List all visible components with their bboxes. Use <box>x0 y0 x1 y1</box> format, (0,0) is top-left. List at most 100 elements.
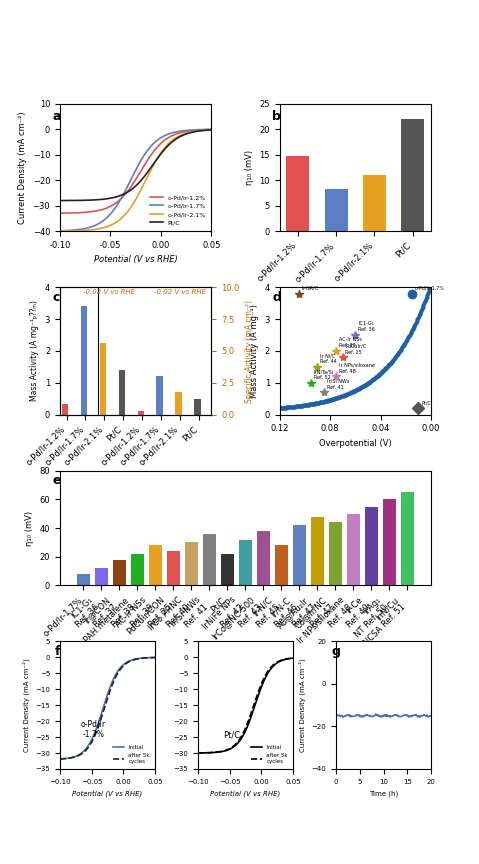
o-Pd/Ir-1.7% <box>195 124 201 135</box>
Bar <box>203 534 216 586</box>
Initial <box>75 750 80 760</box>
o-Pd/Ir-2.1% <box>85 225 91 235</box>
Line: after 5k
cycles: after 5k cycles <box>60 658 155 759</box>
Bar <box>194 399 201 415</box>
o-Pd/Ir-1.7% <box>57 226 63 236</box>
Bar <box>347 514 360 586</box>
o-Pd/Ir-2.1% <box>195 125 201 136</box>
Text: AC-Ir NSs
Ref. 39: AC-Ir NSs Ref. 39 <box>339 337 362 348</box>
Bar <box>167 551 180 586</box>
Pt/C <box>201 125 206 136</box>
after 5k
cycles <box>285 653 291 664</box>
Initial <box>285 653 291 664</box>
Initial <box>199 747 205 758</box>
o-Pd/Ir-1.7% <box>201 124 206 135</box>
Text: IrNiTa/Si
Ref. 52: IrNiTa/Si Ref. 52 <box>314 369 334 380</box>
Y-axis label: η₁₀ (mV): η₁₀ (mV) <box>245 149 254 185</box>
Initial <box>57 753 63 764</box>
Legend: o-Pd/Ir-1.2%, o-Pd/Ir-1.7%, o-Pd/Ir-2.1%, Pt/C: o-Pd/Ir-1.2%, o-Pd/Ir-1.7%, o-Pd/Ir-2.1%… <box>148 192 208 228</box>
o-Pd/Ir-1.7% <box>66 226 72 236</box>
Text: Pt/C: Pt/C <box>421 401 431 405</box>
after 5k
cycles <box>195 747 201 758</box>
Text: Ir NPs/siloxane
Ref. 48: Ir NPs/siloxane Ref. 48 <box>339 363 375 373</box>
Text: PdCuIr/C
Ref. 25: PdCuIr/C Ref. 25 <box>345 344 366 354</box>
Initial <box>201 747 206 758</box>
Pt/C <box>85 195 91 206</box>
Y-axis label: Current Density (mA cm⁻²): Current Density (mA cm⁻²) <box>22 658 30 752</box>
Bar <box>95 569 108 586</box>
Bar <box>77 574 90 586</box>
Bar <box>325 189 348 232</box>
o-Pd/Ir-2.1% <box>57 226 63 236</box>
Y-axis label: Current Density (mA cm⁻²): Current Density (mA cm⁻²) <box>18 111 27 224</box>
Initial <box>152 652 158 663</box>
o-Pd/Ir-1.2% <box>97 205 103 215</box>
Bar <box>239 539 252 586</box>
Initial <box>195 747 201 758</box>
X-axis label: Potential (V vs RHE): Potential (V vs RHE) <box>94 256 178 264</box>
Pt/C <box>57 195 63 206</box>
o-Pd/Ir-1.2% <box>57 208 63 219</box>
Bar <box>80 307 87 415</box>
o-Pd/Ir-1.7% <box>63 226 69 236</box>
Y-axis label: Current Density (mA cm⁻²): Current Density (mA cm⁻²) <box>298 658 306 752</box>
Initial <box>82 745 88 755</box>
Text: -0.02 V vs RHE: -0.02 V vs RHE <box>154 289 206 295</box>
Bar <box>275 545 288 586</box>
after 5k
cycles <box>199 747 205 758</box>
Initial <box>63 753 68 764</box>
Bar <box>100 343 106 415</box>
Line: Initial: Initial <box>60 658 155 759</box>
Line: o-Pd/Ir-2.1%: o-Pd/Ir-2.1% <box>60 130 211 231</box>
X-axis label: Potential (V vs RHE): Potential (V vs RHE) <box>72 791 143 797</box>
Bar <box>221 554 234 586</box>
after 5k
cycles <box>201 747 206 758</box>
Y-axis label: η₁₀ (mV): η₁₀ (mV) <box>25 511 34 546</box>
Bar <box>401 119 424 232</box>
Legend: Initial, after 5k
cycles: Initial, after 5k cycles <box>111 743 152 766</box>
after 5k
cycles <box>57 753 63 764</box>
after 5k
cycles <box>63 753 68 764</box>
o-Pd/Ir-1.2% <box>66 208 72 219</box>
Bar <box>131 554 144 586</box>
Line: Pt/C: Pt/C <box>60 130 211 200</box>
Bar <box>257 531 270 586</box>
Bar <box>286 156 309 232</box>
Bar <box>62 403 68 415</box>
o-Pd/Ir-1.7% <box>208 124 214 135</box>
X-axis label: Time (h): Time (h) <box>369 791 398 797</box>
o-Pd/Ir-1.7% <box>97 218 103 228</box>
Bar <box>149 545 162 586</box>
Bar <box>119 370 125 415</box>
Text: d: d <box>272 291 281 304</box>
o-Pd/Ir-1.2% <box>63 208 69 219</box>
Text: g: g <box>331 645 340 658</box>
Text: o-Pd/Ir
-1.7%: o-Pd/Ir -1.7% <box>80 720 106 739</box>
Text: b: b <box>272 110 281 123</box>
Text: e: e <box>52 474 61 487</box>
Y-axis label: Mass Activity (A mg⁻¹ₚ⁇ₘ): Mass Activity (A mg⁻¹ₚ⁇ₘ) <box>30 301 39 402</box>
Bar <box>401 492 414 586</box>
o-Pd/Ir-1.7% <box>85 223 91 233</box>
o-Pd/Ir-1.2% <box>85 206 91 217</box>
Bar <box>175 391 182 415</box>
Text: f: f <box>55 645 61 658</box>
Initial <box>220 746 226 757</box>
after 5k
cycles <box>82 746 88 756</box>
Pt/C <box>97 194 103 205</box>
X-axis label: Potential (V vs RHE): Potential (V vs RHE) <box>210 791 281 797</box>
o-Pd/Ir-2.1% <box>208 124 214 135</box>
o-Pd/Ir-1.2% <box>208 124 214 135</box>
Bar <box>363 175 386 232</box>
Initial <box>213 747 218 758</box>
o-Pd/Ir-1.2% <box>201 124 206 135</box>
after 5k
cycles <box>152 652 158 663</box>
Pt/C <box>208 124 214 135</box>
Bar <box>113 560 126 586</box>
Text: o-Pd/Ir-1.7%: o-Pd/Ir-1.7% <box>415 286 445 291</box>
Bar <box>365 506 378 586</box>
Text: a: a <box>52 110 61 123</box>
Bar <box>137 411 144 415</box>
o-Pd/Ir-2.1% <box>63 226 69 236</box>
Pt/C <box>195 126 201 137</box>
